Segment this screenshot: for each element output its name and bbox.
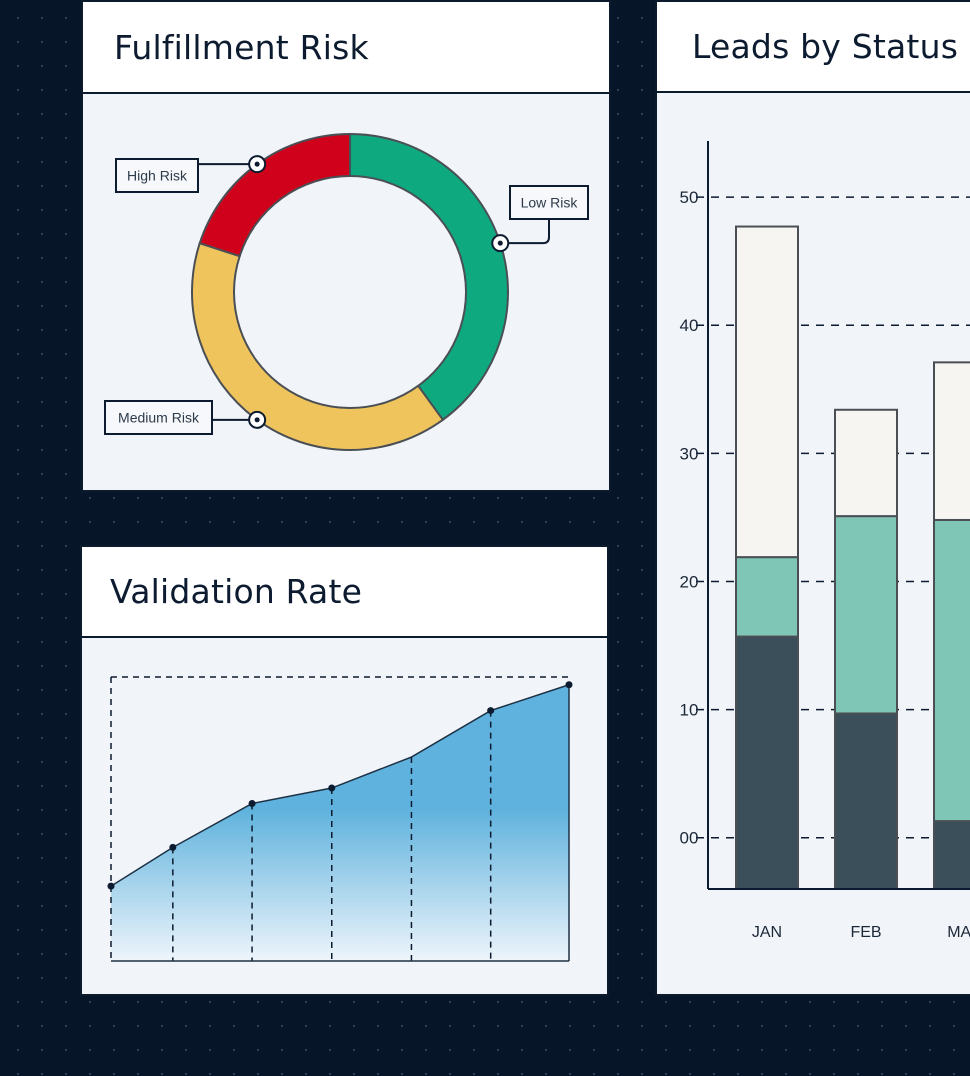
area-point-6 <box>487 707 495 715</box>
bar-feb-segment-2 <box>834 515 898 715</box>
validation-area-fill <box>111 684 569 961</box>
bar-jan-segment-1 <box>735 635 799 890</box>
donut-slice-low-risk <box>349 132 509 422</box>
leads-by-status-card: Leads by Status 00 10 20 30 40 50 JAN FEB MAR <box>655 0 970 996</box>
leads-by-status-title: Leads by Status <box>692 27 959 66</box>
callout-marker-dot-high-risk <box>254 161 260 167</box>
y-tick-label-10: 10 <box>680 701 699 720</box>
donut-slice-high-risk <box>198 132 351 258</box>
callout-box-medium-risk <box>104 400 213 435</box>
x-tick-label-jan: JAN <box>752 924 782 941</box>
bar-mar-segment-2 <box>933 518 970 823</box>
validation-rate-area-chart <box>107 676 573 962</box>
validation-rate-title: Validation Rate <box>110 572 363 611</box>
y-tick-label-50: 50 <box>680 188 699 207</box>
y-tick-label-30: 30 <box>680 444 699 463</box>
area-point-7 <box>565 681 573 689</box>
fulfillment-risk-card: Fulfillment Risk Low Risk Medium Risk High… <box>81 0 611 492</box>
fulfillment-risk-donut-chart: Low Risk Medium Risk High Risk <box>104 132 589 451</box>
bar-mar-segment-1 <box>933 820 970 890</box>
bar-feb-segment-1 <box>834 712 898 890</box>
callout-marker-dot-medium-risk <box>254 417 260 423</box>
bar-jan-segment-3 <box>735 225 799 559</box>
fulfillment-risk-header: Fulfillment Risk <box>83 2 609 94</box>
y-tick-label-40: 40 <box>680 316 699 335</box>
y-tick-label-00: 00 <box>680 829 699 848</box>
callout-box-high-risk <box>115 158 199 193</box>
area-point-2 <box>169 843 177 851</box>
x-tick-label-mar: MAR <box>947 924 970 941</box>
leads-by-status-header: Leads by Status <box>657 2 970 93</box>
callout-marker-dot-low-risk <box>497 240 503 246</box>
callout-line-low-risk <box>500 219 550 245</box>
y-tick-label-20: 20 <box>680 572 699 591</box>
area-point-1 <box>107 882 115 890</box>
bar-feb-segment-3 <box>834 408 898 518</box>
validation-rate-header: Validation Rate <box>82 547 607 638</box>
bar-jan-segment-2 <box>735 556 799 638</box>
validation-rate-card: Validation Rate <box>80 545 609 996</box>
callout-label-low-risk: Low Risk <box>521 195 579 211</box>
callout-label-high-risk: High Risk <box>127 168 188 184</box>
callout-box-low-risk <box>509 185 589 220</box>
area-point-3 <box>248 800 256 808</box>
callout-label-medium-risk: Medium Risk <box>118 410 200 426</box>
area-point-4 <box>328 784 336 792</box>
leads-by-status-bar-chart: 00 10 20 30 40 50 JAN FEB MAR <box>680 141 970 941</box>
bar-mar-segment-3 <box>933 361 970 521</box>
fulfillment-risk-title: Fulfillment Risk <box>114 27 369 67</box>
donut-slice-medium-risk <box>191 241 445 451</box>
x-tick-label-feb: FEB <box>850 924 881 941</box>
